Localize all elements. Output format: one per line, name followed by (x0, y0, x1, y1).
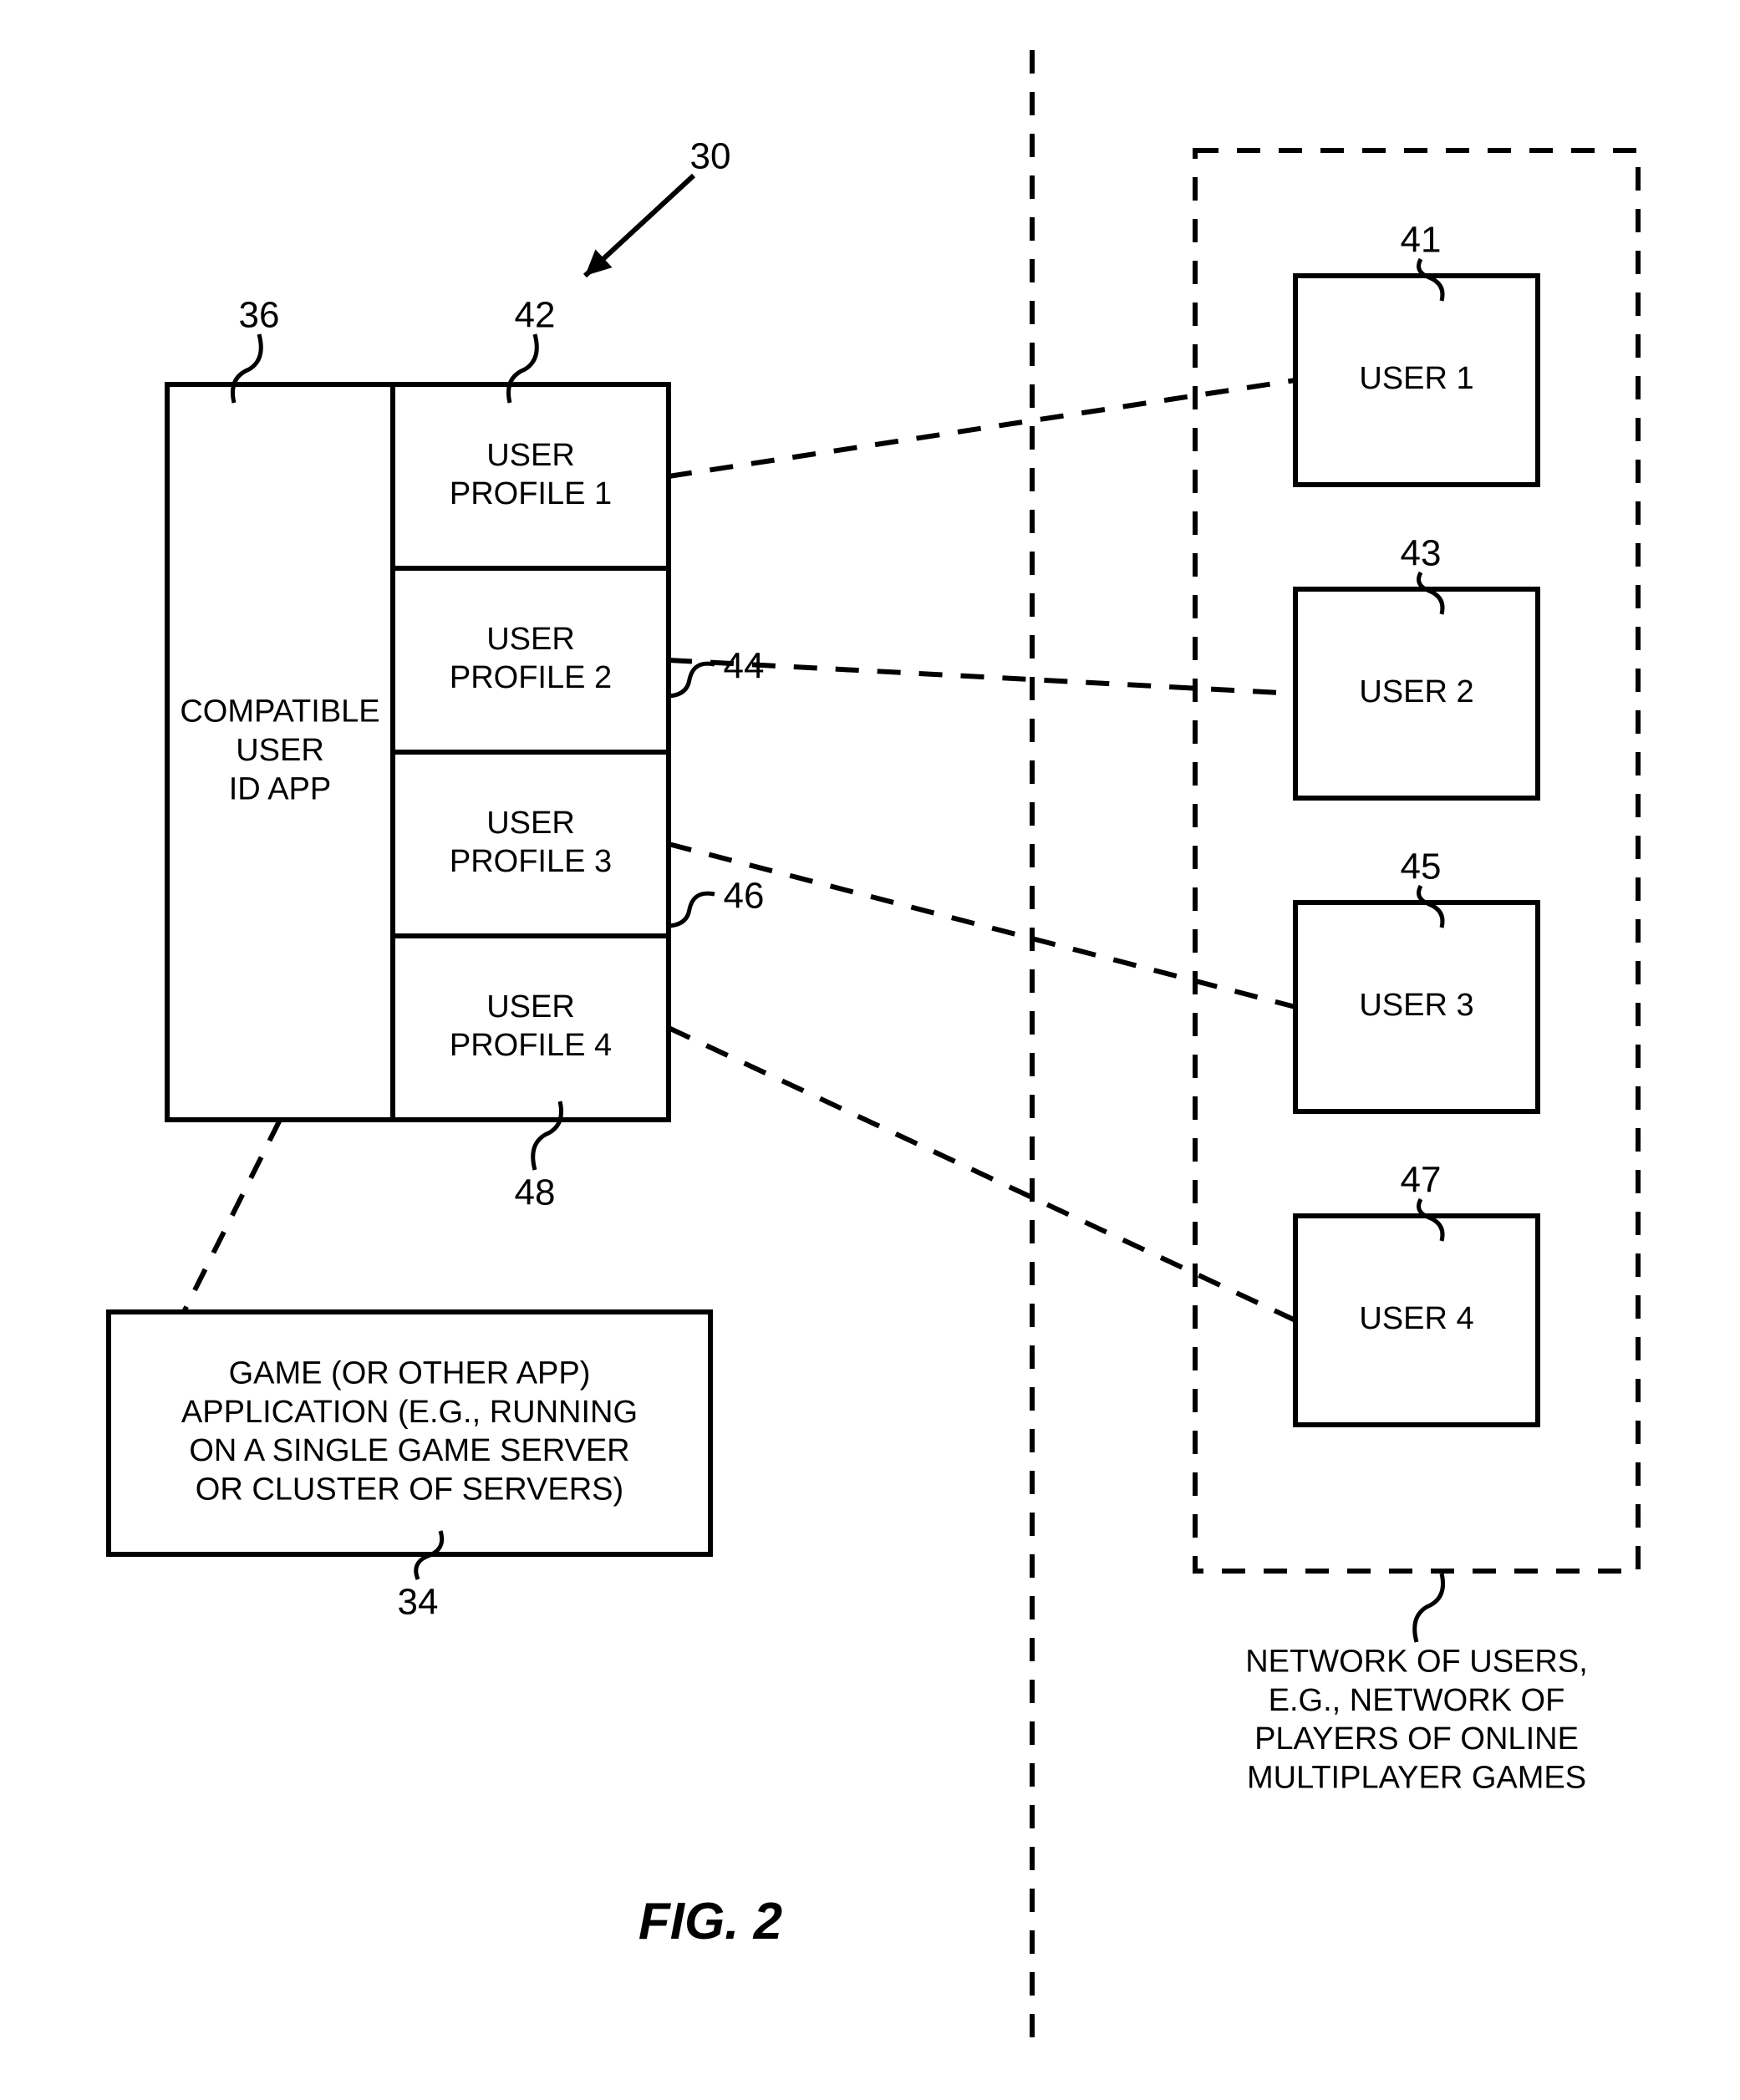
network-caption: NETWORK OF USERS,E.G., NETWORK OFPLAYERS… (1245, 1644, 1588, 1795)
ref-46: 46 (724, 876, 765, 917)
ref-47: 47 (1401, 1160, 1442, 1201)
user-1-label: USER 1 (1359, 361, 1473, 396)
ref-45: 45 (1401, 847, 1442, 887)
ref-48: 48 (515, 1172, 556, 1213)
ref-36: 36 (239, 295, 280, 336)
link-profile3-user3 (669, 844, 1295, 1007)
lead-44 (666, 664, 715, 696)
ref-42: 42 (515, 295, 556, 336)
lead-46 (666, 893, 715, 926)
ref-41: 41 (1401, 220, 1442, 261)
link-app-game (184, 1120, 280, 1312)
ref-43: 43 (1401, 533, 1442, 574)
user-4-label: USER 4 (1359, 1301, 1473, 1336)
ref-34: 34 (398, 1582, 439, 1623)
lead-network-caption (1415, 1574, 1443, 1642)
link-profile4-user4 (669, 1028, 1295, 1320)
user-3-label: USER 3 (1359, 988, 1473, 1023)
user-2-label: USER 2 (1359, 674, 1473, 709)
ref-30: 30 (690, 136, 731, 177)
ref-44: 44 (724, 646, 765, 687)
link-profile1-user1 (669, 380, 1295, 476)
figure-label: FIG. 2 (639, 1893, 782, 1950)
